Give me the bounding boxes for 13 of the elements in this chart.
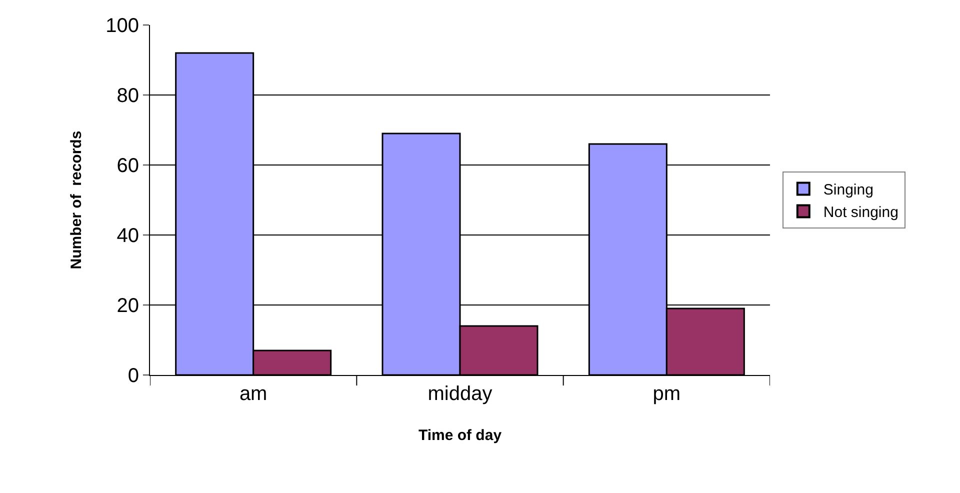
y-tick-label: 100 [106,15,139,37]
y-tick-label: 80 [116,85,139,107]
y-axis-title: Number of records [68,130,85,270]
y-tick-label: 40 [116,225,139,247]
y-tick-label: 0 [128,365,139,387]
y-tick-label: 20 [116,295,139,317]
legend-label: Not singing [823,204,898,222]
y-tick-label: 60 [116,155,139,177]
x-tick-label: am [239,383,268,405]
x-axis-title: Time of day [418,427,502,444]
x-tick-label: pm [652,383,681,405]
legend-label: Singing [823,182,874,199]
x-tick-label: midday [428,383,492,405]
